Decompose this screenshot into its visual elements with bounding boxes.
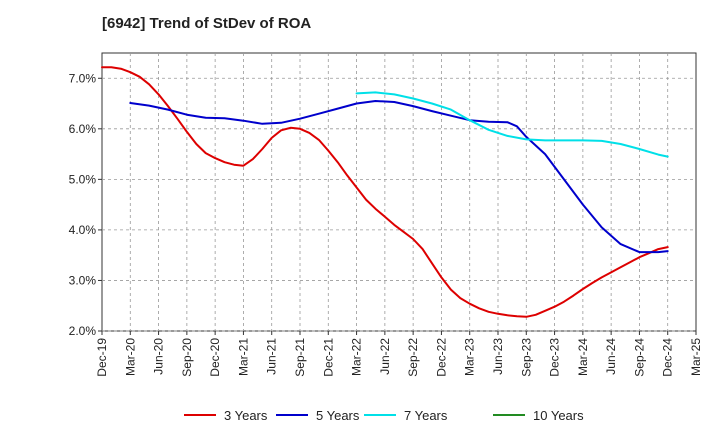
- series-line-3-years: [101, 66, 669, 318]
- series-lines: [101, 66, 669, 318]
- legend-label: 7 Years: [404, 408, 448, 423]
- x-tick-label: Sep-20: [180, 338, 194, 377]
- x-tick-label: Dec-20: [208, 338, 222, 377]
- y-tick-label: 4.0%: [69, 223, 97, 237]
- plot-area: [101, 52, 697, 332]
- y-tick-label: 6.0%: [69, 122, 97, 136]
- x-tick-label: Dec-23: [548, 338, 562, 377]
- y-tick-label: 2.0%: [69, 324, 97, 338]
- legend: 3 Years 5 Years 7 Years 10 Years: [184, 408, 584, 423]
- series-line-7-years: [355, 91, 669, 158]
- x-tick-label: Mar-22: [350, 338, 364, 376]
- x-tick-label: Jun-22: [378, 338, 392, 375]
- chart-title: [6942] Trend of StDev of ROA: [102, 15, 312, 32]
- x-tick-label: Mar-23: [463, 338, 477, 376]
- x-tick-label: Jun-21: [265, 338, 279, 375]
- x-tick-label: Jun-24: [604, 338, 618, 375]
- y-tick-label: 3.0%: [69, 273, 97, 287]
- y-tick-label: 5.0%: [69, 172, 97, 186]
- x-tick-label: Jun-23: [491, 338, 505, 375]
- grid-lines: [102, 53, 696, 332]
- x-tick-label: Jun-20: [152, 338, 166, 375]
- x-tick-label: Mar-21: [236, 338, 250, 376]
- legend-label: 5 Years: [316, 408, 360, 423]
- x-tick-label: Mar-20: [123, 338, 137, 376]
- y-axis: 2.0% 3.0% 4.0% 5.0% 6.0% 7.0%: [69, 71, 102, 338]
- x-axis: Dec-19 Mar-20 Jun-20 Sep-20 Dec-20 Mar-21 Jun-…: [95, 331, 703, 377]
- x-tick-label: Mar-25: [689, 338, 703, 376]
- x-tick-label: Sep-22: [406, 338, 420, 377]
- x-tick-label: Sep-23: [519, 338, 533, 377]
- y-tick-label: 7.0%: [69, 71, 97, 85]
- x-tick-label: Dec-19: [95, 338, 109, 377]
- x-tick-label: Sep-24: [632, 338, 646, 377]
- series-line-5-years: [129, 100, 669, 254]
- x-tick-label: Dec-21: [321, 338, 335, 377]
- x-tick-label: Dec-22: [434, 338, 448, 377]
- legend-label: 3 Years: [224, 408, 268, 423]
- x-tick-label: Mar-24: [576, 338, 590, 376]
- x-tick-label: Sep-21: [293, 338, 307, 377]
- legend-label: 10 Years: [533, 408, 584, 423]
- x-tick-label: Dec-24: [661, 338, 675, 377]
